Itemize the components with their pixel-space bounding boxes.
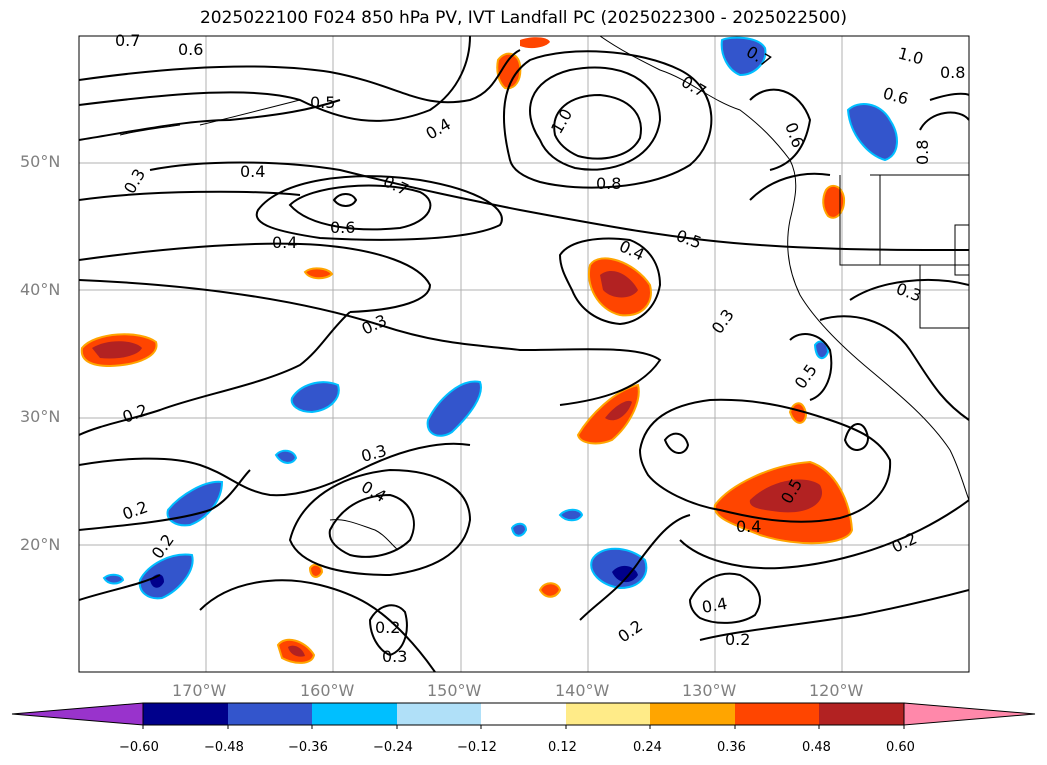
positive-blob-small3: [538, 582, 562, 598]
colorbar-tick-label: −0.12: [457, 740, 497, 755]
negative-blob-3: [166, 480, 224, 527]
colorbar-tick-label: 0.24: [633, 740, 662, 755]
coastlines: [119, 36, 969, 551]
colorbar: [11, 702, 1036, 729]
positive-blob-coast: [822, 184, 846, 219]
negative-blob-7: [846, 103, 898, 162]
negative-blob-4: [138, 553, 194, 600]
colorbar-tick-label: 0.48: [802, 740, 831, 755]
colorbar-tick-label: −0.36: [288, 740, 328, 755]
colorbar-segment: [650, 703, 735, 725]
colorbar-segment: [397, 703, 481, 725]
colorbar-under-extend: [11, 702, 144, 726]
positive-blob-north2: [520, 37, 550, 49]
negative-blob-8: [558, 508, 584, 522]
contour-label: 0.5: [310, 93, 335, 112]
negative-blob-1: [290, 381, 340, 414]
lon-label-120w: 120°W: [809, 681, 864, 700]
colorbar-tick-label: 0.36: [717, 740, 746, 755]
contour-label: 0.2: [375, 618, 400, 637]
lat-label-40n: 40°N: [20, 280, 61, 299]
lon-label-160w: 160°W: [300, 681, 355, 700]
lon-label-170w: 170°W: [172, 681, 227, 700]
contour-label: 0.6: [178, 40, 203, 59]
negative-blob-5-core: [612, 565, 638, 583]
positive-blob-small2-core: [288, 645, 305, 657]
colorbar-segment: [566, 703, 650, 725]
colorbar-tick-label: −0.60: [119, 740, 159, 755]
negative-blob-11: [274, 449, 298, 464]
map-background: [79, 36, 969, 672]
positive-blob-small1: [303, 267, 334, 280]
colorbar-segment: [481, 703, 566, 725]
negative-blob-12: [813, 340, 830, 360]
positive-blob-southeast-core: [749, 479, 823, 513]
positive-anomaly-shading: [80, 37, 854, 664]
contour-label: 0.8: [596, 174, 621, 193]
negative-blob-9: [510, 522, 528, 537]
plot-title: 2025022100 F024 850 hPa PV, IVT Landfall…: [199, 8, 847, 28]
colorbar-tick-label: 0.12: [548, 740, 577, 755]
map-frame: [78, 35, 970, 673]
colorbar-segment: [819, 703, 904, 725]
lon-label-140w: 140°W: [555, 681, 610, 700]
negative-blob-10: [102, 573, 125, 585]
contour-label: 0.2: [725, 630, 750, 649]
colorbar-frame: [142, 702, 905, 726]
colorbar-tick-label: 0.60: [886, 740, 915, 755]
colorbar-segment: [143, 703, 228, 725]
positive-blob-central-core: [605, 400, 632, 421]
positive-blob-small4: [788, 402, 808, 424]
contour-label: 0.4: [272, 233, 297, 252]
colorbar-segment: [312, 703, 397, 725]
pv-contours: [79, 36, 969, 672]
colorbar-tick-label: −0.24: [373, 740, 413, 755]
positive-blob-gulf-core: [600, 270, 638, 298]
contour-label: 0.8: [913, 140, 932, 165]
contour-label: 0.7: [115, 31, 140, 50]
contour-label: 0.8: [940, 63, 965, 82]
negative-blob-2: [426, 380, 482, 437]
contour-label: 0.4: [736, 517, 761, 536]
contour-label: 0.4: [240, 162, 265, 181]
colorbar-tick-label: −0.48: [204, 740, 244, 755]
lat-label-50n: 50°N: [20, 152, 61, 171]
positive-blob-small5: [308, 563, 324, 578]
colorbar-segment: [735, 703, 819, 725]
contour-label: 0.6: [330, 218, 355, 237]
negative-blob-6: [720, 36, 767, 77]
colorbar-over-extend: [903, 702, 1036, 726]
contour-label: 0.4: [700, 594, 728, 617]
lon-label-150w: 150°W: [427, 681, 482, 700]
lat-label-30n: 30°N: [20, 407, 61, 426]
lat-label-20n: 20°N: [20, 535, 61, 554]
colorbar-segment: [228, 703, 312, 725]
positive-blob-west-core: [92, 341, 142, 359]
contour-label: 0.3: [382, 647, 407, 666]
lon-label-130w: 130°W: [682, 681, 737, 700]
